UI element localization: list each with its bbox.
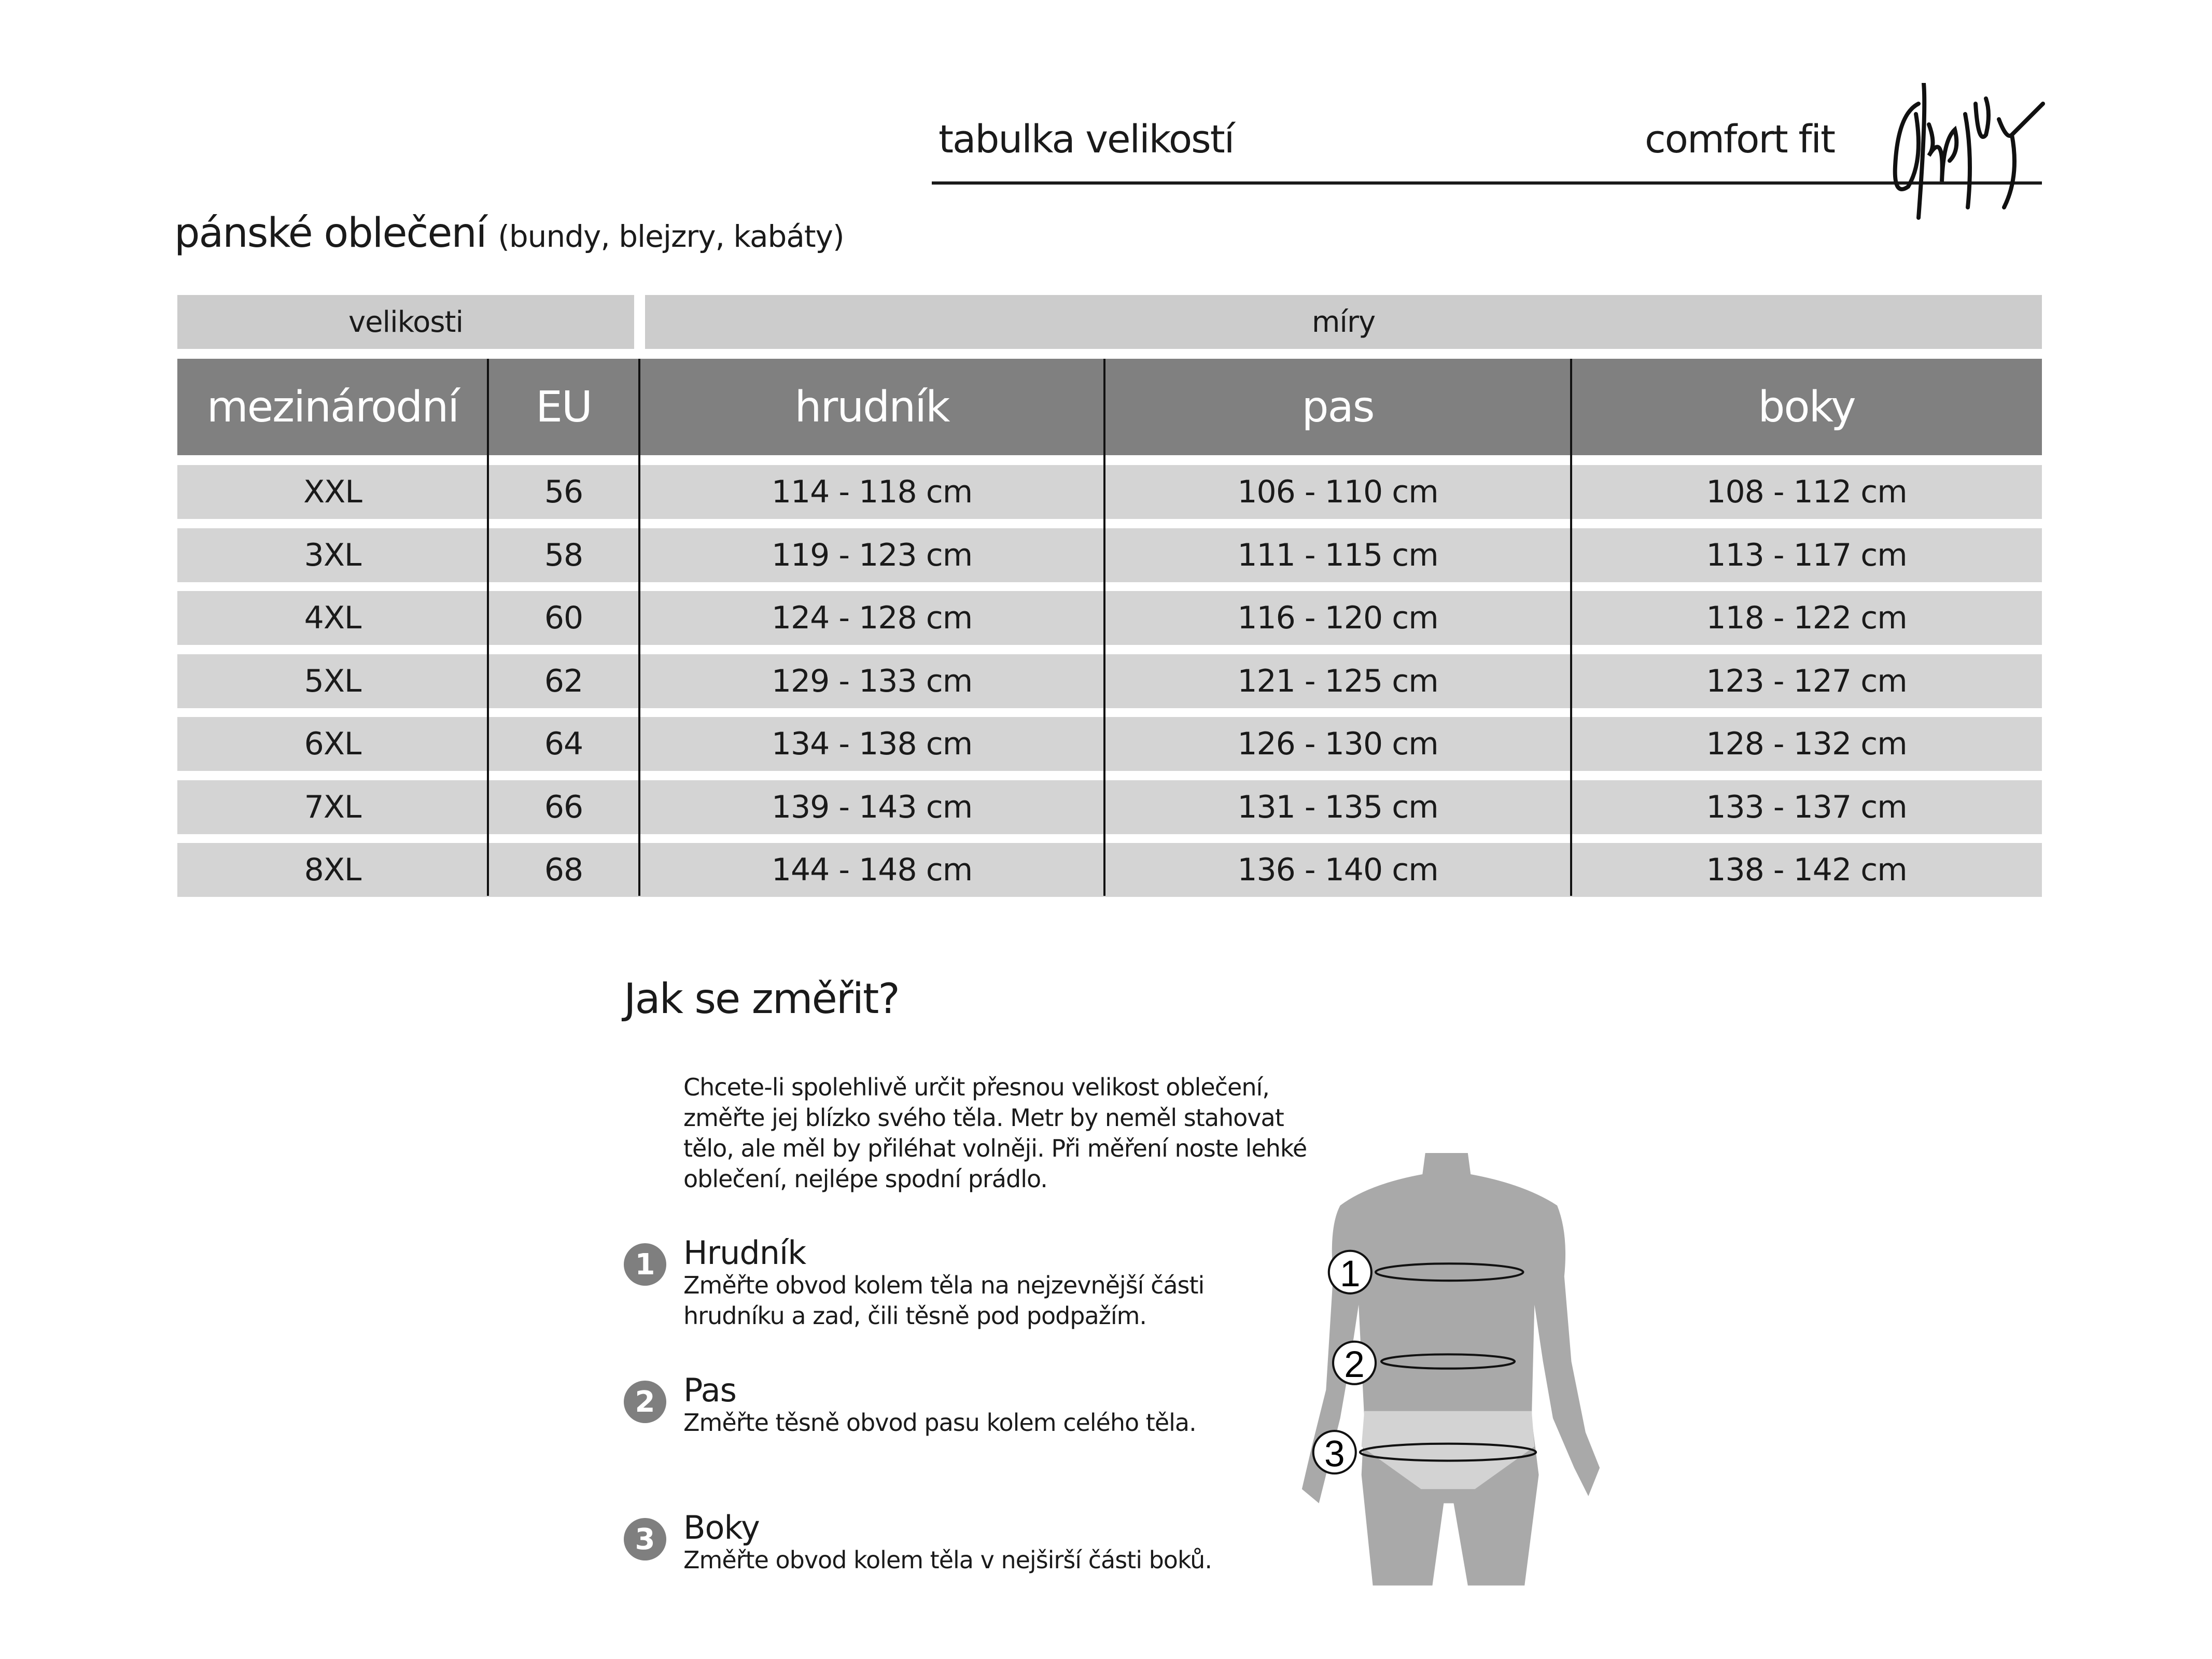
cell-waist: 126 - 130 cm (1237, 726, 1438, 762)
briefs (1361, 1411, 1535, 1489)
group-header-sizes: velikosti (177, 295, 634, 349)
table-row: 5XL 62 129 - 133 cm 121 - 125 cm 123 - 127 c… (177, 654, 2042, 708)
measure-item-text: Změřte obvod kolem těla v nejširší části… (683, 1546, 1212, 1574)
fit-label: comfort fit (1645, 117, 1836, 162)
measure-item-title: Pas (683, 1371, 737, 1409)
cell-waist: 106 - 110 cm (1237, 474, 1438, 510)
figure-label-3: 3 (1324, 1433, 1345, 1474)
cell-eu: 58 (544, 537, 583, 573)
table-header-row: mezinárodní EU hrudník pas boky (177, 359, 2042, 455)
cell-eu: 68 (544, 852, 583, 888)
cell-waist: 111 - 115 cm (1237, 537, 1438, 573)
cell-international: 6XL (304, 726, 362, 762)
cell-waist: 131 - 135 cm (1237, 789, 1438, 825)
measure-item-title: Boky (683, 1509, 760, 1546)
cell-international: 5XL (304, 663, 362, 699)
cell-hips: 108 - 112 cm (1706, 474, 1907, 510)
title-rule (932, 181, 2042, 185)
label-circle-icon (1327, 1249, 1373, 1295)
cell-chest: 134 - 138 cm (771, 726, 973, 762)
cell-chest: 119 - 123 cm (771, 537, 973, 573)
howto-title: Jak se změřit? (624, 975, 900, 1023)
cell-eu: 64 (544, 726, 583, 762)
section-title: pánské oblečení (bundy, blejzry, kabáty) (174, 210, 845, 257)
howto-intro: Chcete-li spolehlivě určit přesnou velik… (683, 1073, 1307, 1193)
cell-hips: 118 - 122 cm (1706, 600, 1907, 636)
cell-waist: 116 - 120 cm (1237, 600, 1438, 636)
figure-label-1: 1 (1340, 1254, 1361, 1295)
cell-chest: 129 - 133 cm (771, 663, 973, 699)
cell-chest: 124 - 128 cm (771, 600, 973, 636)
number-badge-icon: 1 (624, 1243, 666, 1286)
hips-measure-line (1359, 1442, 1537, 1462)
table-row: 8XL 68 144 - 148 cm 136 - 140 cm 138 - 142 c… (177, 843, 2042, 897)
table-row: 7XL 66 139 - 143 cm 131 - 135 cm 133 - 137 c… (177, 780, 2042, 834)
waist-measure-line (1380, 1353, 1516, 1370)
table-row: 4XL 60 124 - 128 cm 116 - 120 cm 118 - 122 c… (177, 591, 2042, 645)
cell-international: XXL (303, 474, 362, 510)
body-measurement-figure: 1 2 3 (1301, 1153, 1600, 1586)
measure-item-title: Hrudník (683, 1234, 806, 1272)
cell-eu: 56 (544, 474, 583, 510)
cell-chest: 139 - 143 cm (771, 789, 973, 825)
column-header-chest: hrudník (794, 382, 950, 432)
cell-international: 3XL (304, 537, 362, 573)
cell-hips: 138 - 142 cm (1706, 852, 1907, 888)
column-divider (638, 359, 640, 896)
cell-chest: 114 - 118 cm (771, 474, 973, 510)
label-circle-icon (1332, 1340, 1377, 1385)
column-header-hips: boky (1758, 382, 1856, 432)
cell-hips: 133 - 137 cm (1706, 789, 1907, 825)
cell-hips: 128 - 132 cm (1706, 726, 1907, 762)
column-header-waist: pas (1301, 382, 1375, 432)
cell-chest: 144 - 148 cm (771, 852, 973, 888)
column-divider (487, 359, 489, 896)
measure-item-text: Změřte obvod kolem těla na nejzevnější č… (683, 1271, 1205, 1330)
page-title: tabulka velikostí (939, 117, 1235, 162)
section-subtitle: (bundy, blejzry, kabáty) (498, 219, 844, 254)
cell-international: 8XL (304, 852, 362, 888)
cell-waist: 121 - 125 cm (1237, 663, 1438, 699)
chest-measure-line (1374, 1262, 1524, 1282)
cell-eu: 66 (544, 789, 583, 825)
column-header-international: mezinárodní (206, 382, 459, 432)
group-header-measures: míry (645, 295, 2042, 349)
gipsy-logo (1893, 83, 2045, 220)
table-row: XXL 56 114 - 118 cm 106 - 110 cm 108 - 112 c… (177, 465, 2042, 519)
cell-hips: 123 - 127 cm (1706, 663, 1907, 699)
cell-international: 4XL (304, 600, 362, 636)
cell-waist: 136 - 140 cm (1237, 852, 1438, 888)
column-header-eu: EU (536, 382, 593, 432)
measure-item-text: Změřte těsně obvod pasu kolem celého těl… (683, 1409, 1197, 1437)
column-divider (1103, 359, 1105, 896)
number-badge-icon: 3 (624, 1518, 666, 1560)
cell-hips: 113 - 117 cm (1706, 537, 1907, 573)
number-badge-icon: 2 (624, 1381, 666, 1423)
table-row: 6XL 64 134 - 138 cm 126 - 130 cm 128 - 132 c… (177, 717, 2042, 771)
label-circle-icon (1312, 1430, 1357, 1475)
cell-international: 7XL (304, 789, 362, 825)
table-row: 3XL 58 119 - 123 cm 111 - 115 cm 113 - 117 c… (177, 528, 2042, 582)
section-title-main: pánské oblečení (174, 210, 487, 257)
column-divider (1570, 359, 1572, 896)
cell-eu: 60 (544, 600, 583, 636)
cell-eu: 62 (544, 663, 583, 699)
figure-label-2: 2 (1344, 1344, 1365, 1385)
